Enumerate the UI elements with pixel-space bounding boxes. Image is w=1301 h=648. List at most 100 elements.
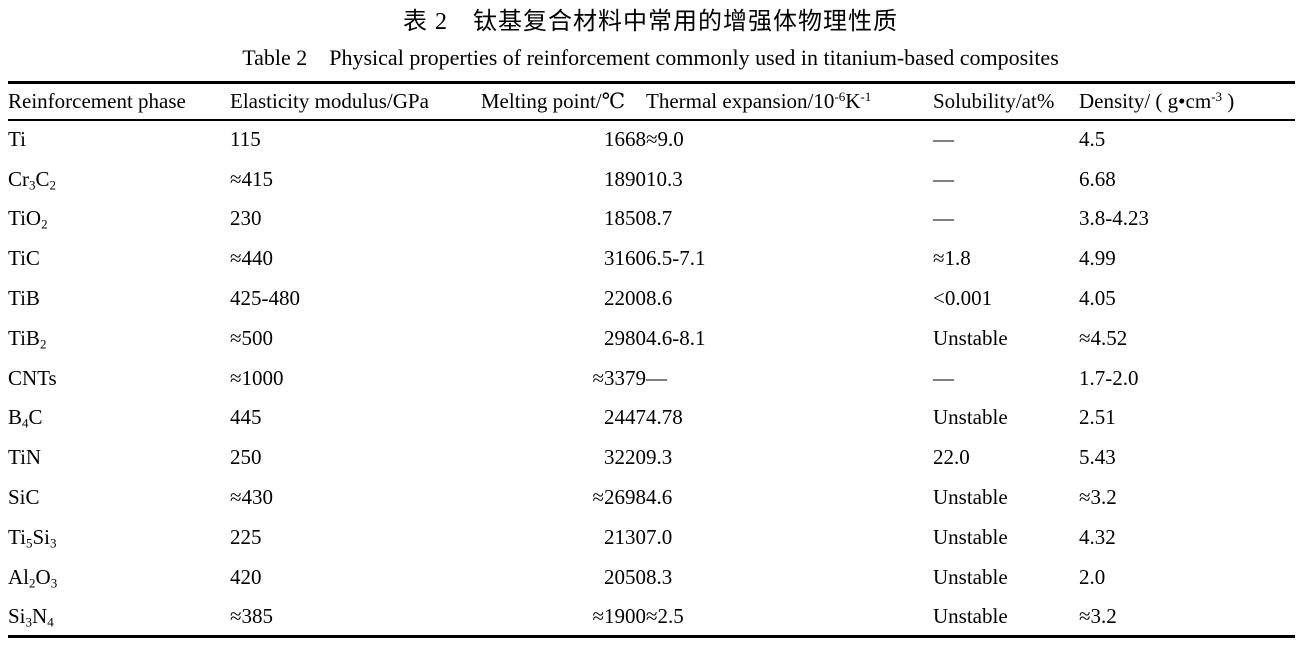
- phase-cell: B4C: [8, 405, 43, 431]
- table-row: Ti5Si3 225 2130 7.0 Unstable 4.32: [8, 517, 1295, 557]
- table-caption-chinese: 表 2 钛基复合材料中常用的增强体物理性质: [403, 9, 898, 35]
- table-row: TiO2 230 1850 8.7 — 3.8-4.23: [8, 199, 1295, 239]
- value-cell: 9.3: [646, 445, 673, 470]
- value-cell: 2050: [604, 564, 646, 589]
- table-header: Reinforcement phase Elasticity modulus/GP…: [8, 83, 1295, 120]
- value-cell: 2130: [604, 524, 646, 549]
- value-cell: 115: [230, 127, 261, 152]
- phase-cell: Al2O3: [8, 564, 58, 590]
- value-cell: —: [646, 365, 667, 390]
- value-cell: 425-480: [230, 286, 300, 311]
- table-row: TiC ≈440 3160 6.5-7.1 ≈1.8 4.99: [8, 239, 1295, 279]
- phase-cell: Cr3C2: [8, 166, 57, 192]
- value-cell: 230: [230, 206, 262, 231]
- value-cell: 4.78: [646, 405, 683, 430]
- table-row: TiN 250 3220 9.3 22.0 5.43: [8, 438, 1295, 478]
- value-cell: 3.8-4.23: [1079, 206, 1149, 231]
- value-cell: 4.5: [1079, 127, 1106, 152]
- value-cell: 1890: [604, 166, 646, 191]
- value-cell: ≈500: [230, 325, 274, 350]
- value-cell: 2200: [604, 286, 646, 311]
- value-cell: Unstable: [933, 405, 1008, 430]
- value-cell: Unstable: [933, 564, 1008, 589]
- table-row: Si3N4 ≈385 ≈1900 ≈2.5 Unstable ≈3.2: [8, 597, 1295, 637]
- phase-cell: Ti5Si3: [8, 524, 57, 551]
- value-cell: 1.7-2.0: [1079, 365, 1139, 390]
- value-cell: 1850: [604, 206, 646, 231]
- phase-cell: TiC: [8, 246, 40, 271]
- value-cell: ≈2.5: [646, 603, 684, 628]
- value-cell: Unstable: [933, 325, 1008, 350]
- value-cell: <0.001: [933, 286, 993, 311]
- value-cell: —: [933, 206, 954, 231]
- value-cell: 2447: [604, 405, 646, 430]
- value-cell: Unstable: [933, 524, 1008, 549]
- column-header: Reinforcement phase: [8, 88, 186, 113]
- value-cell: ≈415: [230, 166, 274, 191]
- table-row: TiB 425-480 2200 8.6 <0.001 4.05: [8, 279, 1295, 319]
- value-cell: Unstable: [933, 603, 1008, 628]
- value-cell: 6.5-7.1: [646, 246, 706, 271]
- table-row: Al2O3 420 2050 8.3 Unstable 2.0: [8, 557, 1295, 597]
- value-cell: ≈430: [230, 485, 274, 510]
- value-cell: ≈1.8: [933, 246, 971, 271]
- table-row: B4C 445 2447 4.78 Unstable 2.51: [8, 398, 1295, 438]
- phase-cell: SiC: [8, 485, 40, 510]
- value-cell: 4.6-8.1: [646, 325, 706, 350]
- value-cell: 3160: [604, 246, 646, 271]
- value-cell: —: [933, 365, 954, 390]
- value-cell: ≈3379: [592, 365, 646, 390]
- value-cell: 2980: [604, 325, 646, 350]
- value-cell: 4.05: [1079, 286, 1116, 311]
- table-body: Ti 115 1668 ≈9.0 — 4.5 Cr3C2 ≈415 1890 10.3 — 6.68 T…: [8, 120, 1295, 637]
- value-cell: 10.3: [646, 166, 683, 191]
- value-cell: 8.6: [646, 286, 673, 311]
- value-cell: —: [933, 166, 954, 191]
- value-cell: 22.0: [933, 445, 970, 470]
- value-cell: 8.7: [646, 206, 673, 231]
- value-cell: 4.32: [1079, 524, 1116, 549]
- value-cell: 445: [230, 405, 262, 430]
- value-cell: 2.51: [1079, 405, 1116, 430]
- value-cell: 2.0: [1079, 564, 1106, 589]
- value-cell: ≈1000: [230, 365, 284, 390]
- column-header: Elasticity modulus/GPa: [230, 88, 429, 113]
- table-row: CNTs ≈1000 ≈3379— —1.7-2.0: [8, 358, 1295, 398]
- value-cell: ≈3.2: [1079, 485, 1117, 510]
- value-cell: ≈4.52: [1079, 325, 1128, 350]
- value-cell: 225: [230, 524, 262, 549]
- phase-cell: Ti: [8, 127, 26, 152]
- value-cell: ≈2698: [592, 485, 646, 510]
- table-caption-english: Table 2 Physical properties of reinforce…: [242, 45, 1059, 70]
- value-cell: ≈440: [230, 246, 274, 271]
- value-cell: —: [933, 127, 954, 152]
- value-cell: 6.68: [1079, 166, 1116, 191]
- column-header: Melting point/℃: [480, 88, 626, 113]
- value-cell: 250: [230, 445, 262, 470]
- value-cell: ≈1900: [592, 603, 646, 628]
- phase-cell: Si3N4: [8, 603, 54, 629]
- value-cell: 5.43: [1079, 445, 1116, 470]
- value-cell: 8.3: [646, 564, 673, 589]
- value-cell: Unstable: [933, 485, 1008, 510]
- table-row: TiB2 ≈500 2980 4.6-8.1 Unstable ≈4.52: [8, 318, 1295, 358]
- table-row: Cr3C2 ≈415 1890 10.3 — 6.68: [8, 159, 1295, 199]
- column-header: Solubility/at%: [933, 88, 1055, 113]
- value-cell: 420: [230, 564, 262, 589]
- value-cell: 3220: [604, 445, 646, 470]
- phase-cell: TiO2: [8, 206, 48, 232]
- phase-cell: CNTs: [8, 365, 57, 390]
- value-cell: 4.6: [646, 485, 673, 510]
- phase-cell: TiB: [8, 286, 40, 311]
- table-row: Ti 115 1668 ≈9.0 — 4.5: [8, 120, 1295, 160]
- table-row: SiC ≈430 ≈2698 4.6 Unstable ≈3.2: [8, 478, 1295, 518]
- phase-cell: TiN: [8, 445, 42, 470]
- value-cell: 4.99: [1079, 246, 1116, 271]
- value-cell: ≈385: [230, 603, 274, 628]
- value-cell: 7.0: [646, 524, 673, 549]
- column-header: Density/ ( g•cm-3 ): [1079, 88, 1235, 113]
- header-row: Reinforcement phase Elasticity modulus/GP…: [8, 83, 1295, 120]
- value-cell: ≈3.2: [1079, 603, 1117, 628]
- column-header: Thermal expansion/10-6K-1: [646, 88, 872, 113]
